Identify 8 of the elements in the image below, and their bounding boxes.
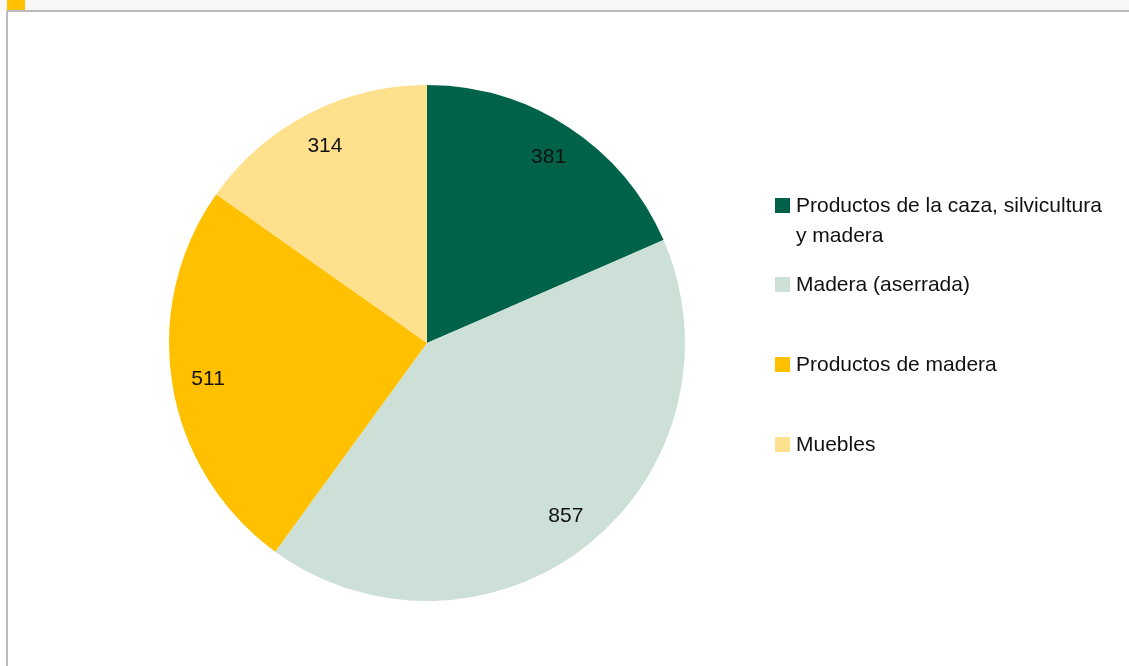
legend-label: Productos de madera <box>796 351 997 377</box>
data-label: 381 <box>531 144 567 168</box>
data-label: 857 <box>548 502 584 526</box>
legend-label: Productos de la caza, silvicultura y madera <box>796 192 1103 248</box>
data-label: 511 <box>191 365 225 389</box>
legend-label: Muebles <box>796 431 876 457</box>
legend-label: Madera (aserrada) <box>796 271 970 297</box>
data-label: 314 <box>307 132 343 156</box>
